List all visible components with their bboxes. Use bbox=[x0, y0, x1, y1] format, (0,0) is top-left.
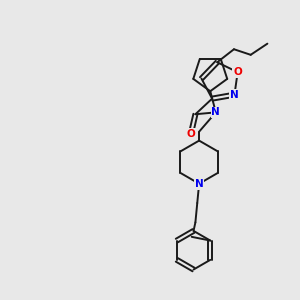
Text: N: N bbox=[212, 107, 220, 117]
Text: N: N bbox=[230, 90, 239, 100]
Text: O: O bbox=[233, 67, 242, 77]
Text: N: N bbox=[195, 179, 203, 189]
Text: O: O bbox=[187, 129, 195, 139]
